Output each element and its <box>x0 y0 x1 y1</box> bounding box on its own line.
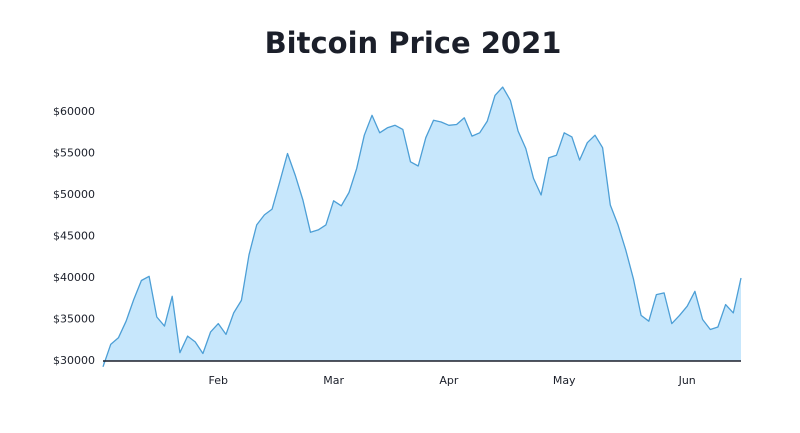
y-tick-label: $35000 <box>53 313 95 326</box>
area-fill <box>103 87 741 367</box>
x-tick-label: Feb <box>209 374 228 387</box>
x-tick-label: May <box>553 374 576 387</box>
x-tick-label: Mar <box>323 374 344 387</box>
y-tick-label: $55000 <box>53 147 95 160</box>
y-tick-label: $40000 <box>53 271 95 284</box>
y-tick-label: $60000 <box>53 105 95 118</box>
price-line <box>102 86 742 368</box>
chart-title: Bitcoin Price 2021 <box>265 26 562 60</box>
y-tick-label: $30000 <box>53 354 95 367</box>
x-tick-label: Jun <box>678 374 696 387</box>
y-tick-label: $45000 <box>53 230 95 243</box>
y-tick-label: $50000 <box>53 188 95 201</box>
x-tick-label: Apr <box>439 374 459 387</box>
